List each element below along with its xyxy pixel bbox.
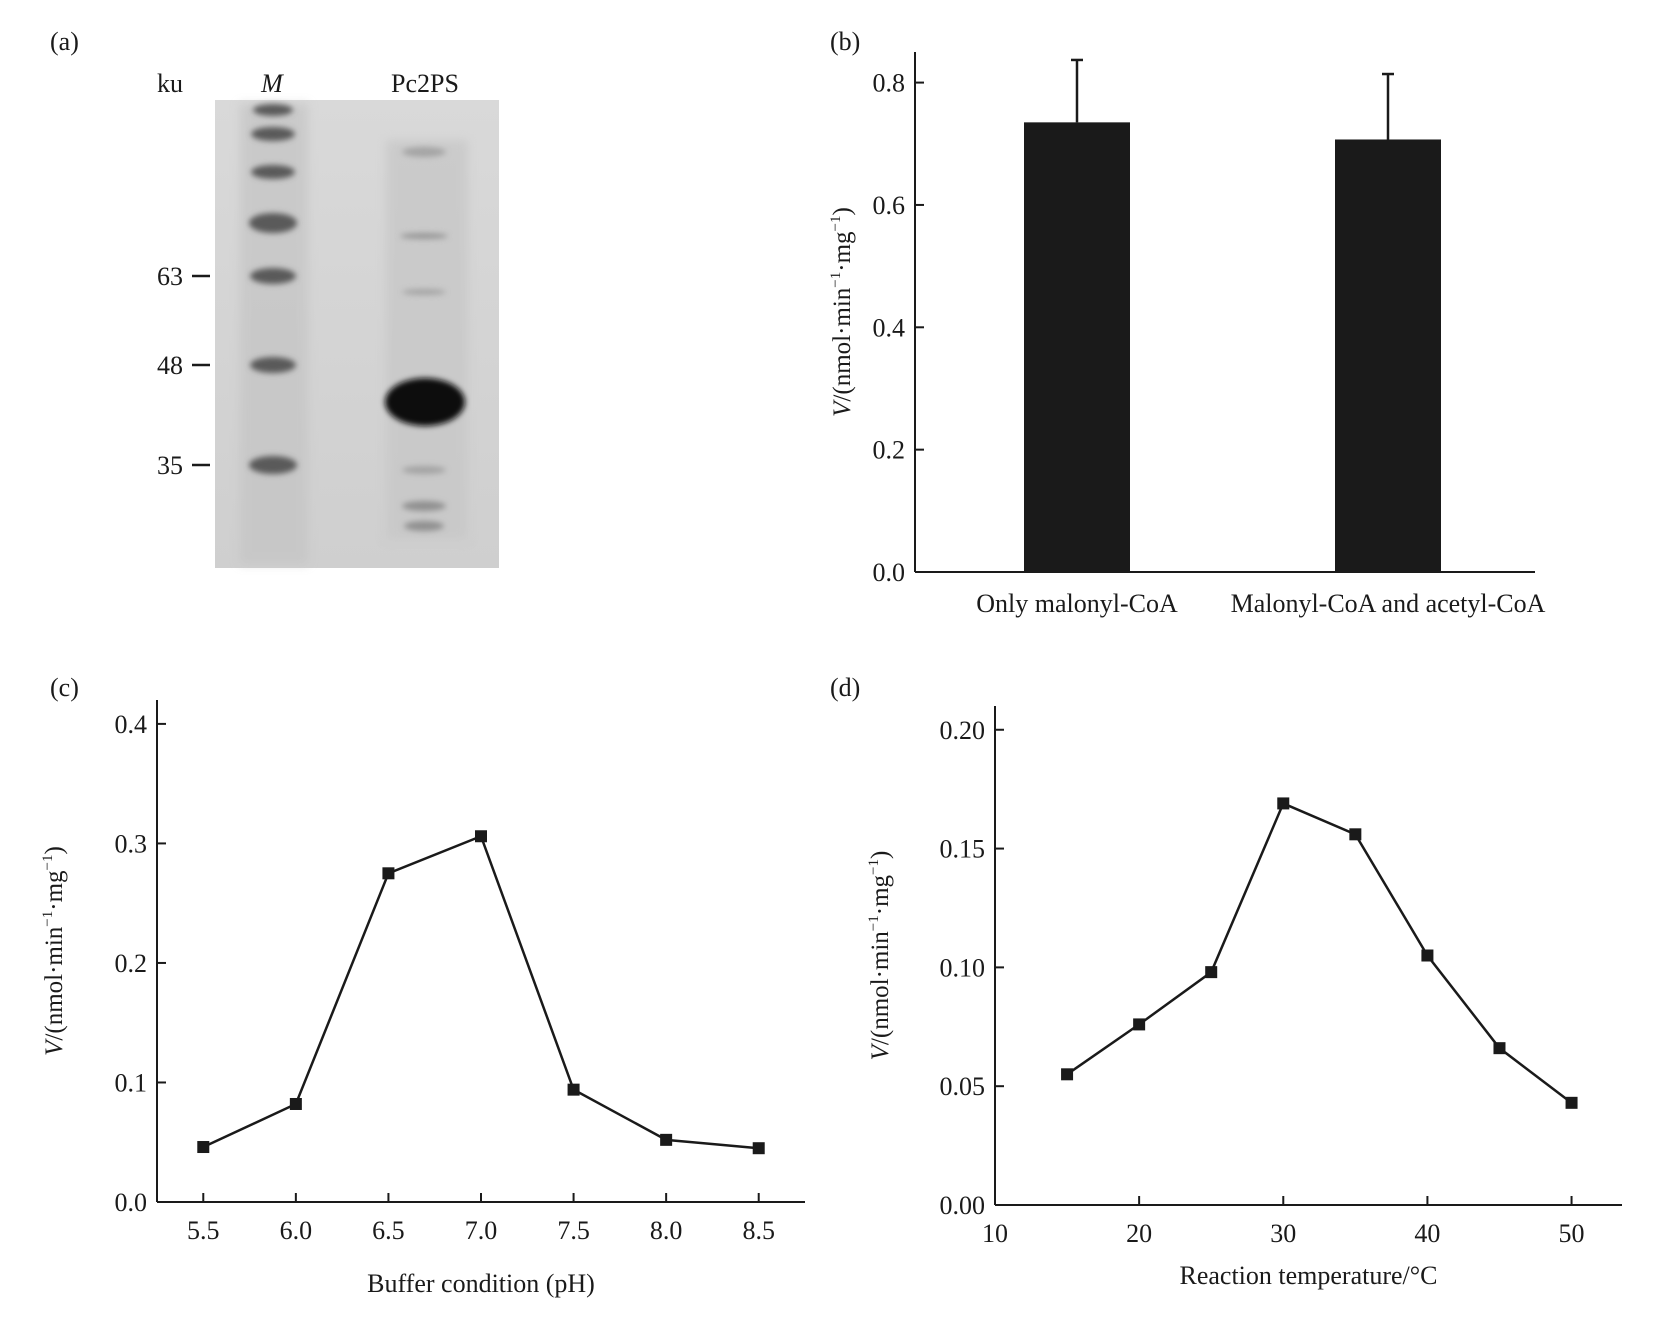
category-label: Malonyl-CoA and acetyl-CoA	[1231, 589, 1546, 618]
marker-label-48: 48	[157, 351, 183, 380]
x-tick-label: 20	[1126, 1219, 1152, 1248]
ladder-band	[249, 213, 297, 233]
sample-band	[402, 289, 446, 295]
x-tick-label: 40	[1414, 1219, 1440, 1248]
x-tick-label: 10	[982, 1219, 1008, 1248]
y-tick-label: 0.10	[940, 953, 986, 982]
gel-lane-label-marker: M	[260, 69, 284, 98]
x-tick-label: 6.5	[372, 1216, 405, 1245]
data-point	[752, 1142, 765, 1155]
data-point	[289, 1097, 302, 1110]
data-point	[475, 830, 487, 843]
y-tick-label: 0.20	[940, 716, 986, 745]
data-point	[1349, 828, 1362, 841]
x-tick-label: 30	[1270, 1219, 1296, 1248]
series-line	[1066, 801, 1573, 1104]
series-line	[202, 834, 759, 1150]
y-tick-label: 0.05	[940, 1072, 986, 1101]
ladder-band	[253, 104, 293, 116]
line-chart-d: 0.00 0.05 0.10 0.15 0.20 10 20 30 40 50 Reaction t…	[866, 706, 1622, 1290]
gel-panel: ku M Pc2PS 63 4	[157, 69, 499, 568]
y-tick-label: 0.2	[873, 436, 906, 465]
data-point	[1133, 1018, 1146, 1031]
y-tick-label: 0.4	[873, 313, 906, 342]
x-tick-label: 5.5	[187, 1216, 220, 1245]
marker-label-35: 35	[157, 451, 183, 480]
panel-label-d: (d)	[830, 673, 860, 702]
x-tick-label: 6.0	[280, 1216, 313, 1245]
x-tick-label: 7.5	[557, 1216, 590, 1245]
y-axis-label: V/(nmol·min−1·mg−1)	[828, 207, 856, 417]
data-point	[1421, 949, 1434, 962]
sample-band	[402, 501, 446, 511]
data-point	[1277, 797, 1290, 810]
ladder-band	[251, 127, 295, 141]
y-tick-label: 0.1	[115, 1068, 148, 1097]
gel-unit-label: ku	[157, 69, 183, 98]
category-label: Only malonyl-CoA	[976, 589, 1178, 618]
panel-label-a: (a)	[50, 27, 79, 56]
sample-band	[404, 521, 444, 531]
y-tick-label: 0.6	[873, 191, 906, 220]
panel-label-b: (b)	[830, 27, 860, 56]
ladder-band	[250, 268, 296, 284]
y-tick-label: 0.00	[940, 1191, 986, 1220]
data-point	[1493, 1042, 1506, 1055]
y-tick-label: 0.2	[115, 949, 148, 978]
y-axis-label: V/(nmol·min−1·mg−1)	[866, 851, 894, 1061]
data-point	[1205, 966, 1218, 979]
y-tick-label: 0.0	[873, 558, 906, 587]
ladder-band	[251, 165, 295, 179]
data-point	[567, 1083, 580, 1096]
x-axis-label: Reaction temperature/°C	[1179, 1261, 1437, 1290]
bar	[1024, 122, 1130, 573]
data-point	[382, 867, 395, 880]
y-tick-label: 0.8	[873, 69, 906, 98]
y-tick-label: 0.3	[115, 829, 148, 858]
bar	[1335, 139, 1441, 572]
sample-bands	[400, 147, 448, 531]
x-tick-label: 7.0	[465, 1216, 498, 1245]
sample-band	[400, 233, 448, 239]
data-point	[197, 1141, 210, 1154]
y-tick-label: 0.4	[115, 710, 148, 739]
x-tick-label: 8.5	[742, 1216, 775, 1245]
marker-lane	[240, 104, 308, 564]
sample-lane	[386, 140, 468, 540]
data-point	[1061, 1068, 1074, 1081]
bar-chart-b: 0.0 0.2 0.4 0.6 0.8 Only malonyl-CoA Malonyl-C…	[828, 52, 1546, 618]
sample-band	[402, 466, 446, 474]
y-tick-label: 0.15	[940, 835, 986, 864]
x-axis-label: Buffer condition (pH)	[367, 1269, 595, 1298]
y-axis-label: V/(nmol·min−1·mg−1)	[40, 846, 68, 1056]
x-tick-label: 50	[1559, 1219, 1585, 1248]
data-point	[660, 1133, 673, 1146]
ladder-band	[250, 357, 296, 373]
y-tick-label: 0.0	[115, 1188, 148, 1217]
ladder-band	[249, 456, 297, 474]
x-tick-label: 8.0	[650, 1216, 683, 1245]
line-chart-c: 0.0 0.1 0.2 0.3 0.4 5.5 6.0 6.5 7.0 7.5 8.0 8.5 Buff…	[40, 700, 805, 1298]
marker-size-labels: 63 48 35	[157, 262, 210, 480]
sample-band	[402, 147, 446, 157]
data-point	[1565, 1096, 1578, 1109]
gel-lane-label-sample: Pc2PS	[391, 69, 459, 98]
marker-ladder	[249, 104, 297, 474]
pc2ps-band	[385, 378, 465, 426]
panel-label-c: (c)	[50, 673, 79, 702]
marker-label-63: 63	[157, 262, 183, 291]
